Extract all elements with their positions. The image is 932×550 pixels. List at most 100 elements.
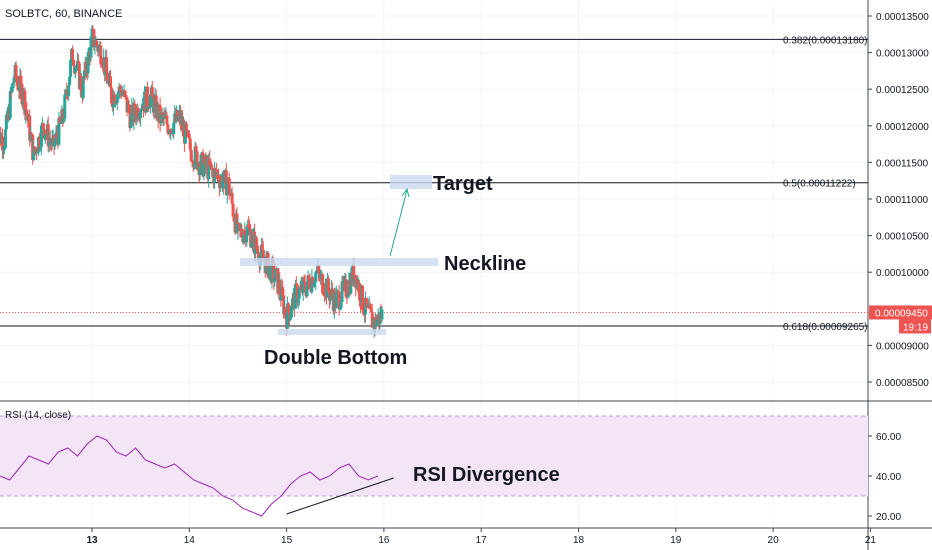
candle-body (1, 149, 5, 151)
candle-body (55, 132, 59, 138)
candle-body (375, 320, 379, 327)
countdown-label: 19:19 (903, 322, 928, 333)
candle-body (107, 80, 111, 84)
candle-body (339, 302, 343, 308)
candle-body (127, 103, 131, 113)
candle-body (105, 57, 109, 73)
candle-body (91, 28, 95, 30)
price-tick-label: 0.00011000 (876, 195, 929, 206)
candle-body (69, 59, 73, 77)
candle-body (67, 85, 71, 97)
candle-body (33, 146, 37, 153)
time-tick-label: 21 (865, 535, 877, 546)
neckline-zone (240, 258, 438, 266)
candle-body (85, 72, 89, 74)
candle-body (57, 117, 61, 145)
candle-body (84, 62, 88, 73)
candle-body (46, 124, 50, 147)
price-tick-label: 0.00012500 (876, 85, 929, 96)
candle-body (165, 115, 169, 125)
time-tick-label: 13 (86, 535, 98, 546)
candle-body (159, 112, 163, 124)
candle-body (222, 170, 226, 182)
candle-body (297, 288, 301, 299)
symbol-title: SOLBTC, 60, BINANCE (5, 8, 122, 20)
candle-body (202, 164, 206, 177)
candle-body (4, 114, 8, 130)
candle-body (227, 177, 231, 195)
candle-body (344, 279, 348, 297)
rsi-tick-label: 60.00 (876, 432, 901, 443)
candle-body (216, 174, 220, 183)
candle-body (308, 280, 312, 290)
candle-body (76, 60, 80, 64)
time-tick-label: 14 (184, 535, 196, 546)
candle-body (315, 271, 319, 273)
candle-body (74, 67, 78, 69)
candle-body (15, 79, 19, 83)
candle-body (322, 293, 326, 296)
candle-body (334, 293, 338, 308)
candle-body (129, 113, 133, 128)
candle-body (247, 224, 251, 227)
candle-body (231, 203, 235, 217)
candle-body (172, 122, 176, 134)
candle-body (360, 285, 364, 310)
candle-body (305, 285, 309, 297)
target-arrow-line (389, 189, 408, 257)
candle-body (218, 180, 222, 189)
candle-body (235, 213, 239, 232)
candle-body (118, 86, 122, 91)
candle-body (180, 117, 184, 130)
candle-body (313, 281, 317, 284)
candle-body (21, 101, 25, 105)
candle-body (115, 94, 119, 103)
candle-body (273, 278, 277, 282)
candle-body (317, 266, 321, 273)
candle-body (32, 146, 36, 160)
candle-body (10, 83, 14, 92)
candle-body (92, 29, 96, 48)
candle-body (240, 228, 244, 237)
last-price-label: 0.00009450 (875, 308, 928, 319)
candle-body (284, 307, 288, 316)
candle-body (236, 223, 240, 232)
candle-body (148, 94, 152, 108)
candle-body (346, 294, 350, 297)
price-tick-label: 0.00013000 (876, 49, 929, 60)
candle-body (254, 237, 258, 250)
candle-body (281, 287, 285, 296)
candle-body (364, 297, 368, 307)
candle-body (278, 279, 282, 295)
candle-body (73, 67, 77, 72)
candle-body (72, 59, 76, 66)
double-bottom-zone (278, 329, 386, 335)
candle-body (312, 283, 316, 287)
candle-body (311, 277, 315, 287)
rsi-tick-label: 20.00 (876, 512, 901, 523)
time-tick-label: 19 (670, 535, 682, 546)
candle-body (193, 146, 197, 165)
candle-body (199, 154, 203, 167)
candle-body (62, 118, 66, 122)
candle-body (211, 169, 215, 171)
candle-body (337, 291, 341, 310)
time-tick-label: 18 (573, 535, 585, 546)
candle-body (370, 311, 374, 328)
candle-body (65, 90, 69, 95)
target-arrow-head (401, 187, 410, 198)
candle-body (28, 115, 32, 141)
candle-body (20, 83, 24, 105)
target-label: Target (433, 173, 493, 195)
candle-body (294, 284, 298, 286)
candle-body (225, 184, 229, 196)
candle-body (177, 115, 181, 121)
time-tick-label: 15 (281, 535, 293, 546)
price-tick-label: 0.00010000 (876, 268, 929, 279)
candle-body (295, 285, 299, 303)
candle-body (186, 131, 190, 138)
candle-body (207, 158, 211, 180)
candle-body (228, 194, 232, 196)
candle-body (29, 133, 33, 141)
